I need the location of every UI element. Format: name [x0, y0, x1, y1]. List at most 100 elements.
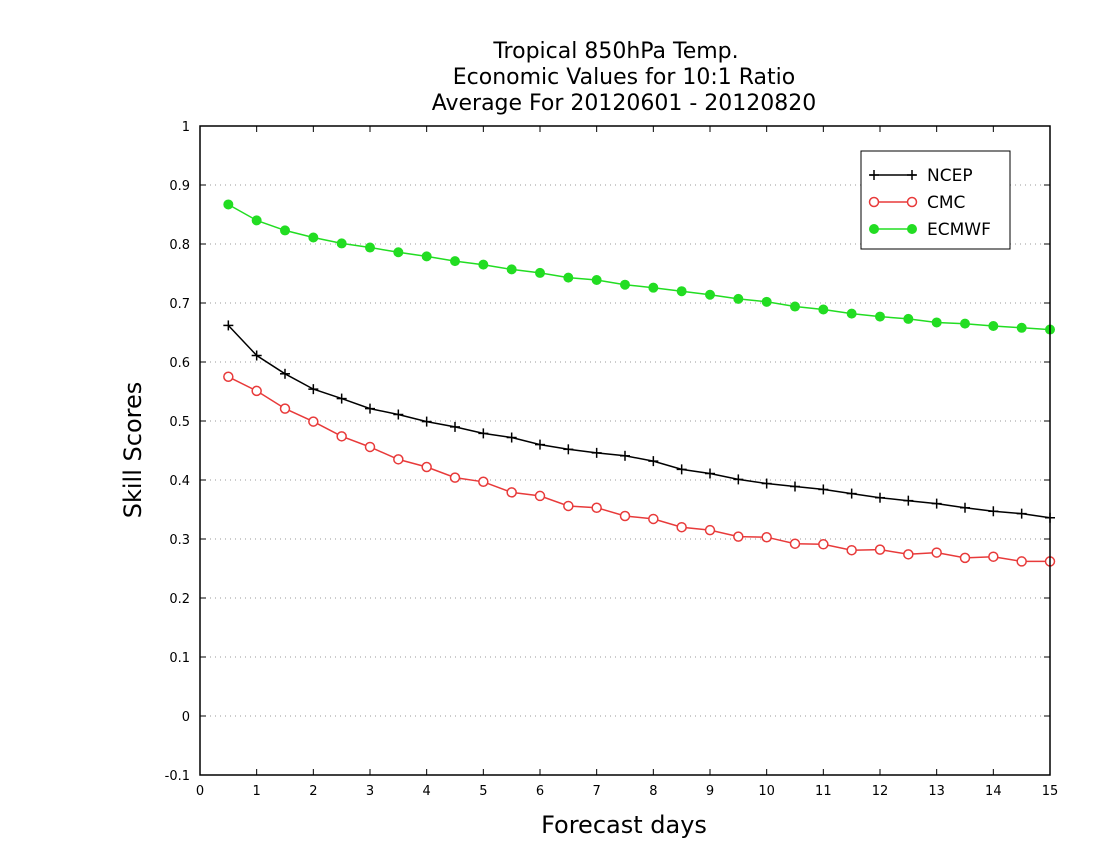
x-tick-label: 7 — [593, 784, 601, 799]
data-point-open-circle — [336, 431, 347, 442]
data-point-open-circle — [903, 549, 914, 560]
y-tick-label: -0.1 — [165, 769, 190, 784]
data-point-plus — [365, 403, 375, 414]
data-point-plus — [591, 447, 602, 458]
data-point-open-circle — [818, 539, 829, 550]
x-tick-label: 0 — [196, 784, 204, 799]
x-tick-label: 2 — [309, 784, 317, 799]
data-point-plus — [988, 506, 999, 517]
x-tick-label: 13 — [928, 784, 945, 799]
data-point-open-circle — [676, 521, 687, 533]
legend: NCEP CMC ECMWF — [860, 150, 1011, 250]
data-point-open-circle — [704, 524, 716, 536]
data-point-plus — [761, 478, 772, 489]
gridlines — [200, 184, 1050, 717]
data-point-plus — [535, 439, 545, 450]
data-point-plus — [875, 492, 885, 503]
data-point-filled-circle — [875, 311, 885, 322]
data-point-plus — [790, 481, 800, 492]
legend-label: CMC — [927, 193, 965, 213]
series-cmc — [223, 371, 1056, 567]
x-axis: 0 1 2 3 4 5 6 7 8 9 10 11 12 13 14 15 — [196, 126, 1058, 799]
data-point-plus — [733, 474, 744, 485]
chart-title: Tropical 850hPa Temp. Economic Values fo… — [432, 39, 817, 116]
data-point-plus — [620, 450, 630, 461]
data-point-plus — [818, 484, 829, 495]
x-tick-label: 1 — [253, 784, 261, 799]
data-point-filled-circle — [535, 267, 545, 278]
data-point-filled-circle — [365, 242, 375, 253]
data-point-filled-circle — [478, 259, 489, 270]
data-point-open-circle — [874, 544, 886, 555]
data-point-filled-circle — [907, 224, 917, 234]
data-point-plus — [869, 170, 879, 180]
title-line-2: Economic Values for 10:1 Ratio — [453, 65, 795, 90]
data-point-filled-circle — [988, 321, 999, 332]
data-point-filled-circle — [421, 251, 432, 262]
plot-frame — [199, 125, 1051, 776]
data-point-open-circle — [846, 544, 857, 556]
data-point-filled-circle — [308, 232, 319, 243]
data-point-plus — [223, 320, 234, 331]
y-tick-label: 0.9 — [169, 179, 190, 194]
legend-box — [860, 150, 1011, 250]
data-point-open-circle — [931, 547, 942, 558]
data-point-plus — [280, 368, 290, 379]
x-axis-label: Forecast days — [541, 811, 707, 839]
data-point-filled-circle — [223, 199, 234, 210]
data-point-plus — [931, 498, 942, 509]
y-tick-label: 0.6 — [169, 356, 190, 371]
data-point-plus — [421, 416, 432, 427]
data-point-filled-circle — [869, 224, 879, 234]
data-point-plus — [563, 444, 574, 455]
data-point-open-circle — [308, 416, 319, 427]
data-point-plus — [336, 393, 347, 404]
x-tick-label: 15 — [1042, 784, 1059, 799]
title-line-3: Average For 20120601 - 20120820 — [432, 91, 817, 116]
y-tick-label: 0.5 — [169, 415, 190, 430]
data-point-open-circle — [591, 502, 602, 513]
data-point-open-circle — [251, 385, 262, 397]
y-tick-label: 0.3 — [169, 533, 190, 548]
data-point-plus — [648, 456, 659, 467]
legend-item-ncep: NCEP — [869, 166, 973, 186]
y-axis: -0.1 0 0.1 0.2 0.3 0.4 0.5 0.6 0.7 0.8 0.9 1 — [165, 120, 1050, 784]
data-point-plus — [676, 464, 687, 475]
data-point-open-circle — [449, 472, 461, 483]
data-point-open-circle — [906, 196, 918, 208]
data-point-open-circle — [988, 551, 999, 562]
series-line — [227, 376, 1050, 563]
series-ecmwf — [223, 199, 1055, 335]
data-point-open-circle — [563, 500, 574, 512]
legend-item-ecmwf: ECMWF — [869, 220, 991, 240]
data-point-filled-circle — [506, 264, 517, 275]
data-point-plus — [393, 409, 404, 420]
data-point-filled-circle — [705, 289, 715, 300]
data-point-open-circle — [478, 476, 489, 488]
data-point-filled-circle — [818, 304, 829, 315]
data-point-plus — [478, 428, 489, 439]
data-point-filled-circle — [620, 279, 630, 290]
data-point-plus — [705, 468, 715, 479]
y-axis-label: Skill Scores — [119, 382, 147, 519]
data-point-open-circle — [223, 371, 234, 382]
x-tick-label: 8 — [649, 784, 657, 799]
data-point-open-circle — [393, 454, 404, 465]
legend-label: ECMWF — [927, 220, 991, 240]
data-point-filled-circle — [563, 272, 574, 283]
data-point-open-circle — [761, 531, 772, 543]
y-tick-label: 0 — [182, 710, 190, 725]
data-point-filled-circle — [280, 225, 290, 236]
data-point-open-circle — [648, 513, 659, 525]
data-point-open-circle — [534, 490, 546, 502]
series-layer — [223, 199, 1056, 567]
data-point-plus — [506, 432, 517, 443]
data-point-plus — [846, 488, 857, 499]
y-tick-label: 0.7 — [169, 297, 190, 312]
series-line — [227, 324, 1051, 519]
data-point-filled-circle — [450, 256, 460, 267]
series-ncep — [223, 320, 1055, 523]
x-tick-label: 14 — [985, 784, 1002, 799]
data-point-filled-circle — [761, 296, 772, 307]
